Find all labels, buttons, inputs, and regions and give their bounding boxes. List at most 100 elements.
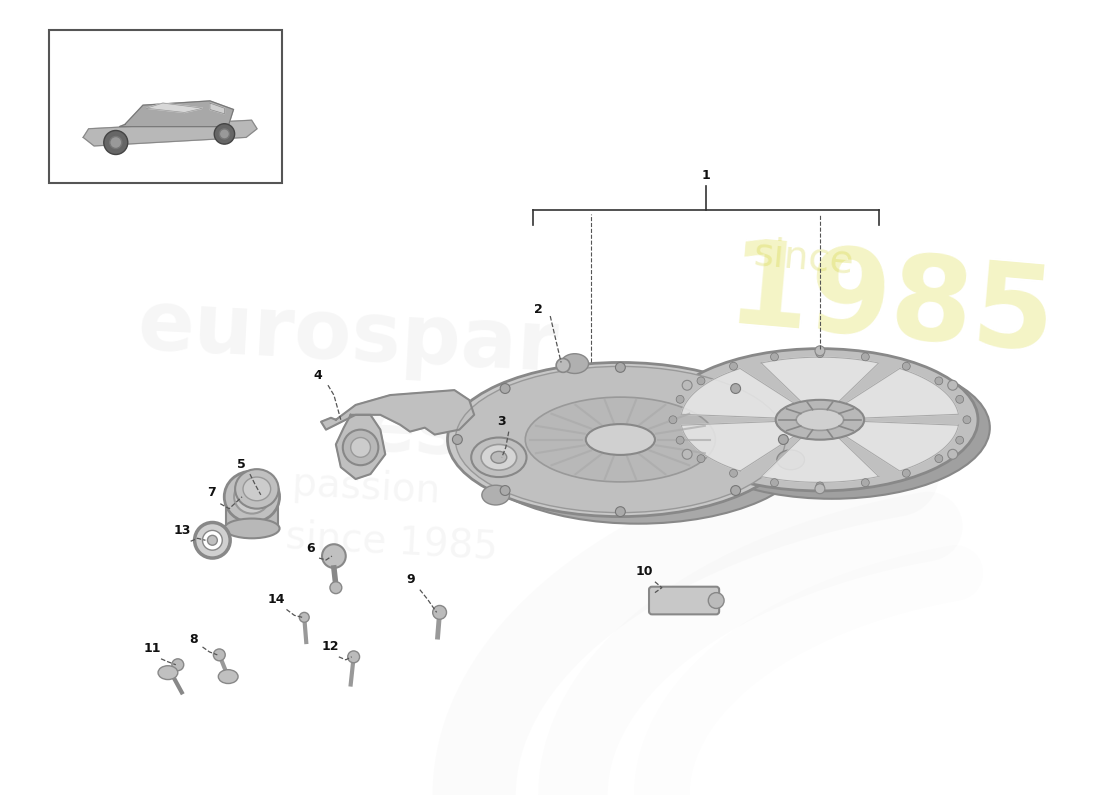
Text: es: es	[362, 392, 463, 471]
Text: 11: 11	[143, 642, 161, 655]
Ellipse shape	[776, 400, 865, 440]
Text: 4: 4	[314, 369, 322, 382]
Ellipse shape	[235, 469, 278, 509]
FancyBboxPatch shape	[649, 586, 719, 614]
Circle shape	[861, 478, 869, 486]
Circle shape	[322, 544, 345, 568]
Circle shape	[348, 651, 360, 662]
Circle shape	[770, 353, 779, 361]
Circle shape	[902, 362, 911, 370]
Ellipse shape	[662, 349, 978, 491]
Text: since: since	[752, 234, 856, 281]
Circle shape	[219, 129, 230, 139]
Circle shape	[962, 416, 971, 424]
Polygon shape	[321, 390, 474, 434]
Ellipse shape	[465, 370, 811, 524]
Text: 6: 6	[306, 542, 315, 554]
Ellipse shape	[482, 486, 509, 505]
Circle shape	[956, 436, 964, 444]
Text: 10: 10	[636, 566, 652, 578]
Ellipse shape	[234, 480, 270, 514]
Text: a passion: a passion	[255, 463, 441, 510]
Circle shape	[770, 478, 779, 486]
Circle shape	[815, 346, 825, 356]
Circle shape	[208, 535, 218, 546]
Circle shape	[816, 482, 824, 490]
Bar	[227, 497, 277, 529]
Circle shape	[500, 383, 510, 394]
Polygon shape	[845, 369, 958, 418]
Circle shape	[330, 582, 342, 594]
Ellipse shape	[481, 445, 517, 470]
Circle shape	[452, 434, 462, 445]
Text: 12: 12	[321, 641, 339, 654]
Polygon shape	[681, 422, 794, 471]
Text: 5: 5	[236, 458, 245, 470]
Polygon shape	[761, 357, 879, 402]
Circle shape	[956, 395, 964, 403]
Circle shape	[557, 358, 570, 372]
Text: 2: 2	[534, 302, 542, 316]
Circle shape	[676, 436, 684, 444]
Ellipse shape	[158, 666, 178, 679]
Text: 1985: 1985	[723, 234, 1059, 377]
Circle shape	[432, 606, 447, 619]
Circle shape	[948, 380, 958, 390]
Text: eurospar: eurospar	[135, 286, 560, 388]
Circle shape	[730, 383, 740, 394]
Circle shape	[902, 470, 911, 478]
Ellipse shape	[243, 477, 271, 501]
Circle shape	[682, 380, 692, 390]
Circle shape	[669, 416, 676, 424]
Text: 13: 13	[173, 524, 190, 537]
Circle shape	[500, 486, 510, 495]
Ellipse shape	[586, 424, 654, 455]
Ellipse shape	[218, 670, 238, 683]
Text: 14: 14	[267, 593, 285, 606]
Bar	[50, 30, 282, 182]
Polygon shape	[761, 438, 879, 482]
Circle shape	[697, 454, 705, 462]
Ellipse shape	[448, 362, 793, 517]
Ellipse shape	[708, 593, 724, 609]
Circle shape	[676, 395, 684, 403]
Ellipse shape	[796, 409, 844, 430]
Circle shape	[213, 649, 226, 661]
Circle shape	[214, 124, 234, 144]
Text: 9: 9	[407, 574, 416, 586]
Polygon shape	[845, 422, 958, 471]
Circle shape	[730, 486, 740, 495]
Circle shape	[815, 484, 825, 494]
Circle shape	[195, 522, 230, 558]
Circle shape	[935, 454, 943, 462]
Polygon shape	[146, 103, 202, 113]
Circle shape	[103, 130, 128, 154]
Ellipse shape	[491, 451, 507, 463]
Circle shape	[935, 377, 943, 385]
Circle shape	[172, 659, 184, 670]
Circle shape	[816, 350, 824, 358]
Circle shape	[729, 470, 737, 478]
Circle shape	[110, 137, 122, 149]
Ellipse shape	[673, 357, 990, 498]
Text: since 1985: since 1985	[284, 518, 498, 566]
Circle shape	[615, 362, 625, 372]
Ellipse shape	[455, 366, 785, 513]
Polygon shape	[84, 120, 257, 146]
Text: 3: 3	[497, 415, 506, 428]
Circle shape	[202, 530, 222, 550]
Polygon shape	[210, 103, 224, 114]
Circle shape	[351, 438, 371, 458]
Text: 7: 7	[207, 486, 216, 499]
Circle shape	[779, 434, 789, 445]
Circle shape	[729, 362, 737, 370]
Circle shape	[861, 353, 869, 361]
Circle shape	[299, 612, 309, 622]
Text: 8: 8	[189, 633, 198, 646]
Circle shape	[682, 450, 692, 459]
Polygon shape	[336, 415, 385, 479]
Polygon shape	[681, 369, 794, 418]
Ellipse shape	[777, 450, 804, 470]
Ellipse shape	[224, 471, 279, 522]
Text: 1: 1	[702, 170, 711, 182]
